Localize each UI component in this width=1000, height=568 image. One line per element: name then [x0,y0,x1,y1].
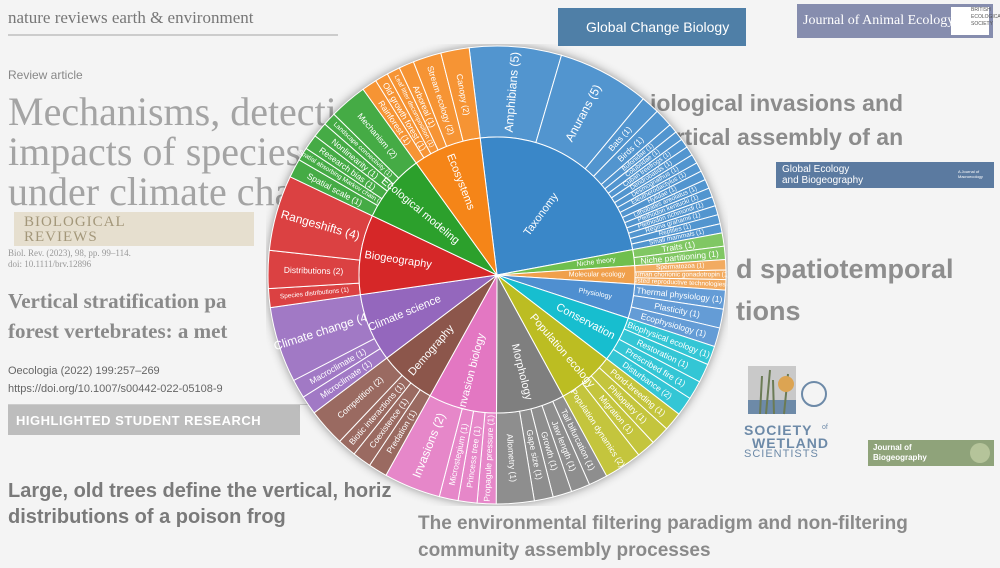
gcb-logo-text: Global Change Biology [586,19,730,35]
bes-line-2: ECOLOGICAL [971,14,1000,20]
header-rule [8,34,338,36]
outer-label-human-chorionic-gonadotropin-1: Human chorionic gonadotropin (1) [631,271,728,278]
headline-line-3: under climate cha [8,169,293,214]
outer-label-assisted-reproductive-technologies-1: Assisted reproductive technologies (1) [625,277,728,289]
jae-logo-text: Journal of Animal Ecology [803,13,955,28]
vertical-title-line-1: Vertical stratification pa [8,289,227,313]
outer-label-distributions-2: Distributions (2) [284,265,344,276]
bes-logo: BRITISH ECOLOGICAL SOCIETY [951,7,1000,35]
inner-segment-biogeography[interactable] [358,215,499,296]
bio-reviews-line-2: REVIEWS [24,229,98,245]
nature-reviews-header: nature reviews earth & environment [8,8,253,28]
spatiotemporal-line-2: tions [736,296,801,326]
nature-reviews-journal: nature reviews earth & environment [8,8,254,27]
frog-title-line-2: distributions of a poison frog [8,506,286,528]
oecologia-line-1: Oecologia (2022) 199:257–269 [8,365,160,377]
sws-of: of [822,424,828,431]
oecologia-line-2: https://doi.org/10.1007/s00442-022-05108… [8,383,223,395]
journal-biogeography-logo: Journal of Biogeography [868,440,994,466]
highlighted-research-badge [8,405,300,435]
global-change-biology-logo: Global Change Biology [558,8,746,46]
outer-label-propagule-pressure-1: Propagule pressure (1) [482,414,496,501]
sws-line-1: SOCIETY [744,422,813,438]
environmental-filtering-title: The environmental filtering paradigm and… [418,510,908,564]
vertical-title-line-2: forest vertebrates: a met [8,319,228,343]
outer-label-amphibians-5: Amphibians (5) [502,51,523,133]
invasion-title-line-2: vertical assembly of an [650,124,904,150]
filter-title-line-2: community assembly processes [418,540,711,561]
geb-line-1: Global Ecology [782,164,850,175]
journal-animal-ecology-logo: Journal of Animal Ecology BRITISH ECOLOG… [797,4,1000,38]
inner-segment-ecosystems[interactable] [415,137,498,276]
sws-line-2: WETLAND [752,435,829,451]
bio-reviews-logo: BIOLOGICAL REVIEWS [14,212,254,246]
bes-line-1: BRITISH [971,7,991,13]
headline-line-1: Mechanisms, detectio [8,89,357,134]
geb-logo: Global Ecology and Biogeography A Journa… [776,162,994,188]
outer-label-spermatozoa-1: Spermatozoa (1) [656,262,705,271]
citation-line-2: doi: 10.1111/brv.12896 [8,259,92,269]
spatiotemporal-title: d spatiotemporal tions [736,248,954,332]
invasion-title: iological invasions and vertical assembl… [650,86,903,154]
sws-emblem [748,366,827,415]
frog-title-line-1: Large, old trees define the vertical, ho… [8,480,392,502]
job-line-1: Journal of [873,443,912,452]
job-globe-icon [970,443,990,463]
keyword-sunburst: Amphibians (5) Anurans (5) Bats (1)Birds (… [267,45,728,505]
geb-small: A Journal of Macroecology [958,169,983,179]
invasion-title-line-1: iological invasions and [650,90,904,116]
highlighted-research-text: HIGHLIGHTED STUDENT RESEARCH [16,413,262,428]
filter-title-line-1: The environmental filtering paradigm and… [418,513,908,534]
oecologia-citation: Oecologia (2022) 199:257–269 https://doi… [8,362,223,398]
review-headline: Mechanisms, detectio impacts of species … [8,92,357,212]
review-article-label: Review article [8,68,83,82]
inner-segment-taxonomy[interactable] [479,136,634,276]
geb-line-2: and Biogeography [782,175,864,186]
badge-rule [8,404,408,405]
bio-reviews-line-1: BIOLOGICAL [24,214,126,230]
inner-label-niche-theory: Niche theory [576,256,616,268]
bio-reviews-citation: Biol. Rev. (2023), 98, pp. 99–114. doi: … [8,248,131,270]
outer-label-allometry-1: Allometry (1) [505,433,519,482]
sws-logo: SOCIETY of WETLAND SCIENTISTS [740,364,836,464]
headline-line-2: impacts of species r [8,129,325,174]
poison-frog-title: Large, old trees define the vertical, ho… [8,478,391,530]
sws-line-3: SCIENTISTS [744,448,819,460]
inner-label-molecular-ecology: Molecular ecology [569,271,626,278]
citation-line-1: Biol. Rev. (2023), 98, pp. 99–114. [8,248,131,258]
spatiotemporal-line-1: d spatiotemporal [736,254,954,284]
job-line-2: Biogeography [873,453,927,462]
bes-line-3: SOCIETY [971,21,993,27]
vertical-stratification-title: Vertical stratification pa forest verteb… [8,286,227,346]
